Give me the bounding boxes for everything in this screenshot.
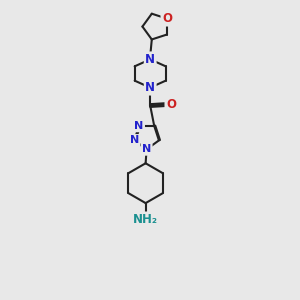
Text: O: O <box>166 98 176 111</box>
Text: N: N <box>134 121 144 131</box>
Text: O: O <box>162 12 172 25</box>
Text: N: N <box>130 135 139 146</box>
Text: N: N <box>142 144 151 154</box>
Text: NH₂: NH₂ <box>133 213 158 226</box>
Text: N: N <box>145 81 155 94</box>
Text: N: N <box>145 53 155 66</box>
